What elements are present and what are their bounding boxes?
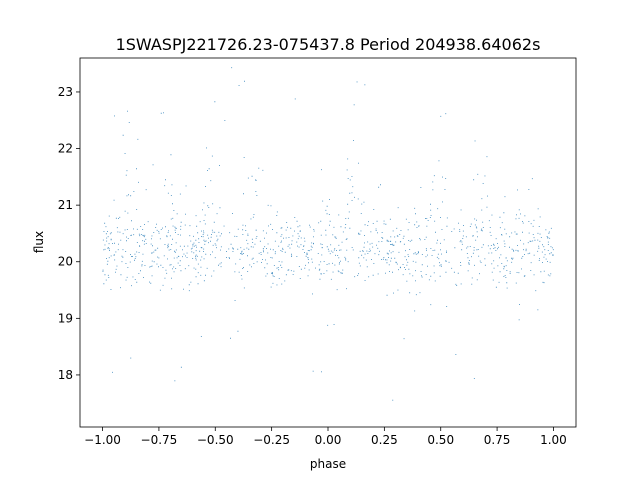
x-tick-label: 1.00	[540, 433, 567, 447]
x-axis: −1.00 −0.75 −0.50 −0.25 0.00 0.25 0.50 0.75 1.00	[84, 427, 567, 447]
y-tick-label: 23	[58, 85, 73, 99]
x-tick-label: 0.50	[427, 433, 454, 447]
y-tick-label: 19	[58, 311, 73, 325]
x-tick-label: 0.75	[484, 433, 511, 447]
y-tick-label: 22	[58, 142, 73, 156]
x-tick-label: −0.25	[253, 433, 290, 447]
y-tick-label: 20	[58, 255, 73, 269]
x-tick-label: −1.00	[84, 433, 121, 447]
x-tick-label: −0.50	[197, 433, 234, 447]
chart-title: 1SWASPJ221726.23-075437.8 Period 204938.…	[116, 35, 541, 54]
x-tick-label: 0.25	[371, 433, 398, 447]
y-axis-label: flux	[32, 231, 46, 253]
x-tick-label: −0.75	[141, 433, 178, 447]
y-tick-label: 21	[58, 198, 73, 212]
y-axis: 18 19 20 21 22 23	[58, 85, 80, 382]
y-tick-label: 18	[58, 368, 73, 382]
x-tick-label: 0.00	[315, 433, 342, 447]
x-axis-label: phase	[310, 457, 346, 471]
